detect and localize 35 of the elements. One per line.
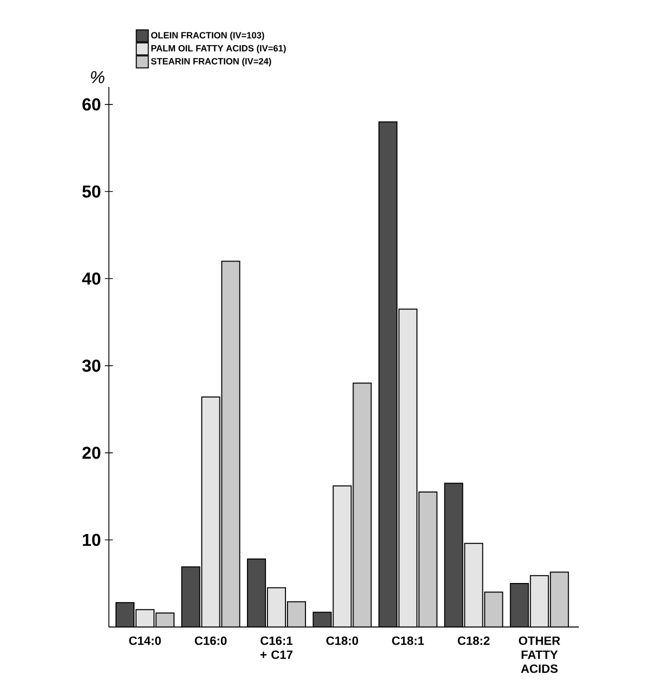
bar (378, 122, 397, 627)
bar (398, 309, 417, 627)
y-tick-label: 40 (82, 272, 100, 285)
x-tick-label: C18:2 (458, 636, 490, 645)
x-tick-label: OTHER FATTY ACIDS (518, 636, 560, 673)
bar (247, 559, 266, 627)
y-axis-title: % (90, 71, 104, 84)
y-tick-label: 50 (82, 185, 100, 198)
x-tick-label: C14:0 (129, 636, 161, 645)
y-tick-label: 20 (82, 446, 100, 459)
legend-label: PALM OIL FATTY ACIDS (IV=61) (151, 44, 286, 54)
legend-label: STEARIN FRACTION (IV=24) (151, 58, 272, 66)
bar (484, 592, 503, 627)
bar (116, 602, 134, 627)
bar (444, 483, 463, 627)
bar (353, 383, 372, 627)
bar (333, 486, 352, 627)
bar (202, 397, 220, 627)
bar (418, 492, 437, 627)
x-tick-label: C16:1 + C17 (260, 636, 292, 659)
bar (464, 543, 483, 627)
y-tick-label: 60 (82, 98, 100, 111)
bar (530, 575, 549, 627)
y-tick-label: 30 (82, 360, 100, 372)
bar (182, 566, 200, 627)
x-tick-label: C16:0 (194, 636, 227, 645)
bar (222, 261, 240, 627)
x-tick-label: C18:1 (392, 636, 424, 645)
bar (550, 572, 569, 627)
bar (510, 582, 529, 627)
y-tick-label: 10 (82, 534, 100, 546)
bar (287, 602, 306, 627)
bar (267, 588, 286, 627)
x-tick-label: C18:0 (326, 636, 358, 645)
legend-label: OLEIN FRACTION (IV=103) (151, 32, 264, 40)
